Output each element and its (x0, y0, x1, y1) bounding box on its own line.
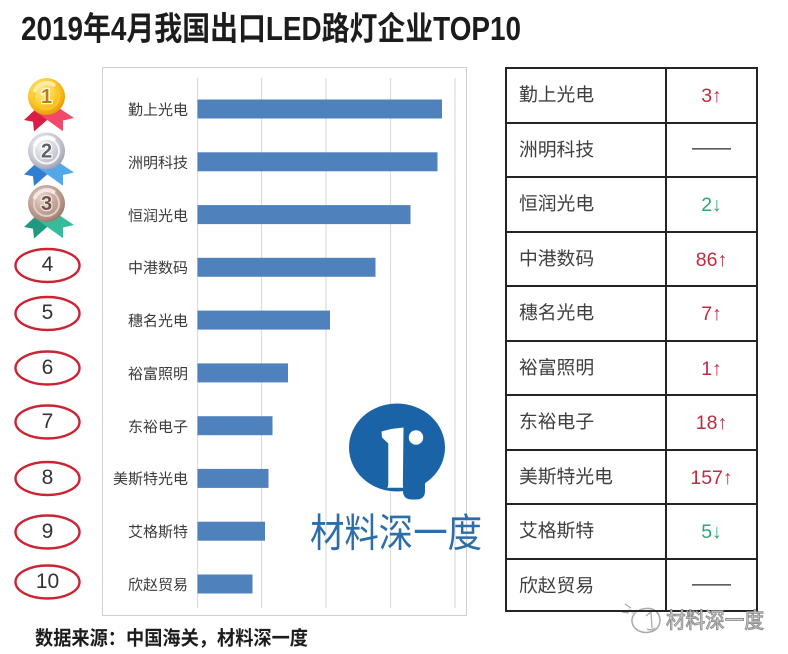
svg-text:3: 3 (41, 193, 52, 215)
svg-text:2: 2 (41, 141, 52, 163)
svg-text:1: 1 (41, 86, 52, 108)
